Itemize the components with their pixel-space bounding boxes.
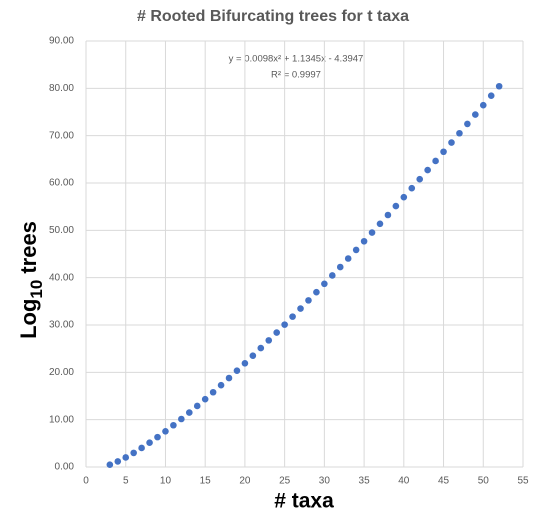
data-point (170, 421, 177, 429)
data-point (257, 344, 265, 352)
data-point (138, 444, 145, 452)
data-point (368, 229, 376, 236)
x-tick-label: 55 (517, 476, 529, 487)
data-point (209, 388, 217, 396)
x-tick-label: 30 (319, 476, 331, 487)
x-tick-label: 35 (359, 476, 371, 487)
data-point (114, 458, 122, 465)
data-point (384, 211, 392, 219)
equation: y = 0.0098x² + 1.1345x - 4.3947 (229, 54, 364, 65)
data-point (185, 409, 193, 416)
data-point (408, 184, 416, 192)
data-point (201, 395, 209, 403)
data-point (225, 374, 233, 382)
data-point (297, 305, 304, 312)
chart-title: # Rooted Bifurcating trees for t taxa (137, 8, 409, 25)
y-tick-label: 10.00 (49, 414, 74, 425)
data-point (344, 255, 352, 262)
data-point (289, 313, 296, 320)
data-point (352, 246, 360, 254)
data-point (360, 237, 368, 245)
y-axis-label: Log10 trees (16, 221, 47, 339)
y-tick-label: 70.00 (49, 130, 74, 141)
x-tick-label: 50 (478, 476, 490, 487)
y-tick-label: 20.00 (49, 367, 74, 378)
data-point (122, 454, 130, 461)
y-label-subscript: 10 (27, 280, 46, 299)
data-point (281, 321, 288, 328)
data-point (217, 381, 225, 389)
data-point (400, 193, 408, 201)
data-point (249, 352, 257, 360)
data-point (130, 449, 137, 457)
x-tick-label: 15 (200, 476, 212, 487)
data-point (273, 329, 280, 336)
x-tick-label: 0 (83, 476, 89, 487)
y-tick-label: 30.00 (49, 320, 74, 331)
data-point (432, 157, 439, 165)
data-point (106, 461, 114, 469)
x-tick-label: 45 (438, 476, 450, 487)
data-point (440, 148, 447, 156)
data-point (336, 263, 344, 271)
data-point (487, 92, 495, 100)
x-tick-label: 5 (123, 476, 129, 487)
data-point (448, 139, 455, 146)
data-point (472, 111, 479, 118)
data-point (193, 402, 201, 410)
data-point (305, 297, 312, 304)
data-point (479, 101, 487, 109)
data-point (376, 220, 384, 228)
data-point (329, 272, 336, 279)
x-tick-label: 10 (160, 476, 172, 487)
data-point (495, 82, 503, 90)
data-point (464, 120, 471, 128)
data-point (241, 359, 249, 367)
data-point (265, 337, 273, 344)
y-tick-label: 40.00 (49, 272, 74, 283)
y-label-rest: trees (16, 221, 41, 274)
data-point (162, 428, 169, 435)
data-point (233, 367, 241, 374)
data-point (456, 129, 463, 137)
x-tick-label: 25 (279, 476, 291, 487)
data-point (424, 166, 431, 174)
y-label-base: Log (16, 299, 41, 339)
data-point (313, 288, 320, 296)
data-point (321, 280, 328, 288)
y-tick-label: 50.00 (49, 225, 74, 236)
y-tick-label: 90.00 (49, 36, 74, 47)
y-tick-label: 80.00 (49, 83, 74, 94)
data-point (154, 433, 161, 441)
data-point (392, 202, 400, 210)
data-point (146, 439, 153, 447)
y-tick-label: 0.00 (55, 462, 75, 473)
y-tick-label: 60.00 (49, 178, 74, 189)
r-squared: R² = 0.9997 (271, 70, 321, 81)
x-tick-label: 20 (239, 476, 251, 487)
x-tick-label: 40 (398, 476, 410, 487)
data-point (178, 415, 185, 423)
x-axis-label: # taxa (274, 490, 334, 513)
data-point (416, 175, 424, 183)
